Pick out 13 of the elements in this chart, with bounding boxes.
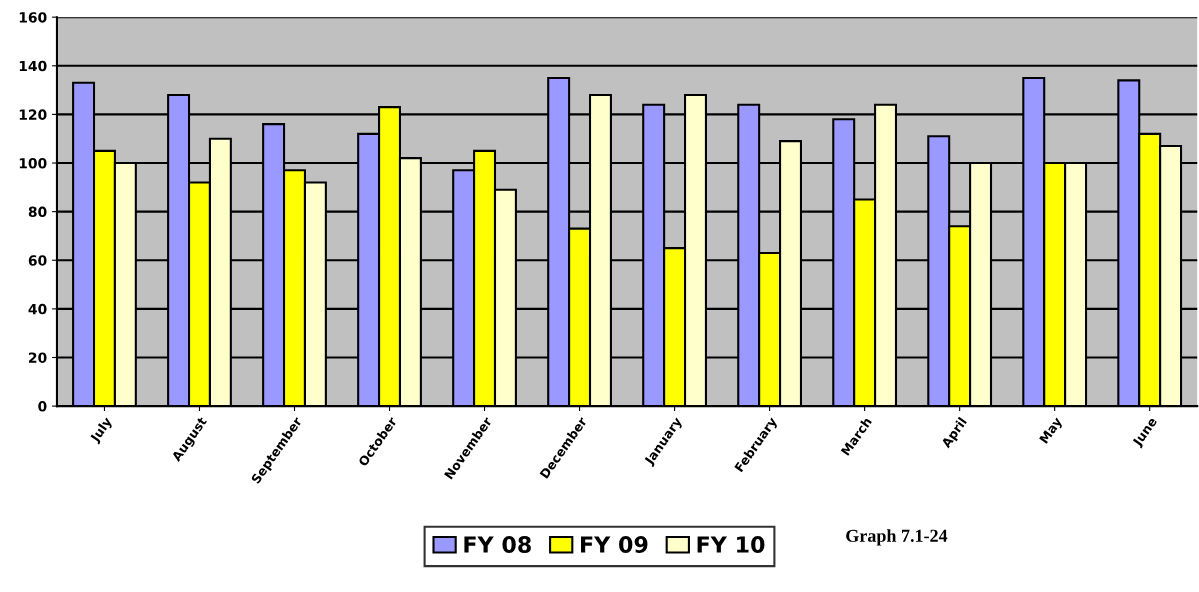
y-tick-label: 160 (19, 12, 47, 23)
caption: Graph 7.1-24 (846, 529, 948, 546)
y-tick-label: 120 (19, 109, 47, 120)
legend-label: FY 09 (581, 536, 648, 553)
y-tick-label: 60 (28, 255, 47, 266)
y-tick-label: 40 (28, 303, 47, 315)
y-tick-label: 100 (19, 157, 47, 169)
y-tick-label: 80 (28, 206, 47, 218)
y-tick-label: 140 (19, 60, 47, 72)
y-tick-label: 0 (38, 401, 47, 412)
legend-label: FY 10 (697, 536, 765, 553)
legend-label: FY 08 (464, 536, 531, 553)
y-tick-label: 20 (29, 352, 47, 363)
